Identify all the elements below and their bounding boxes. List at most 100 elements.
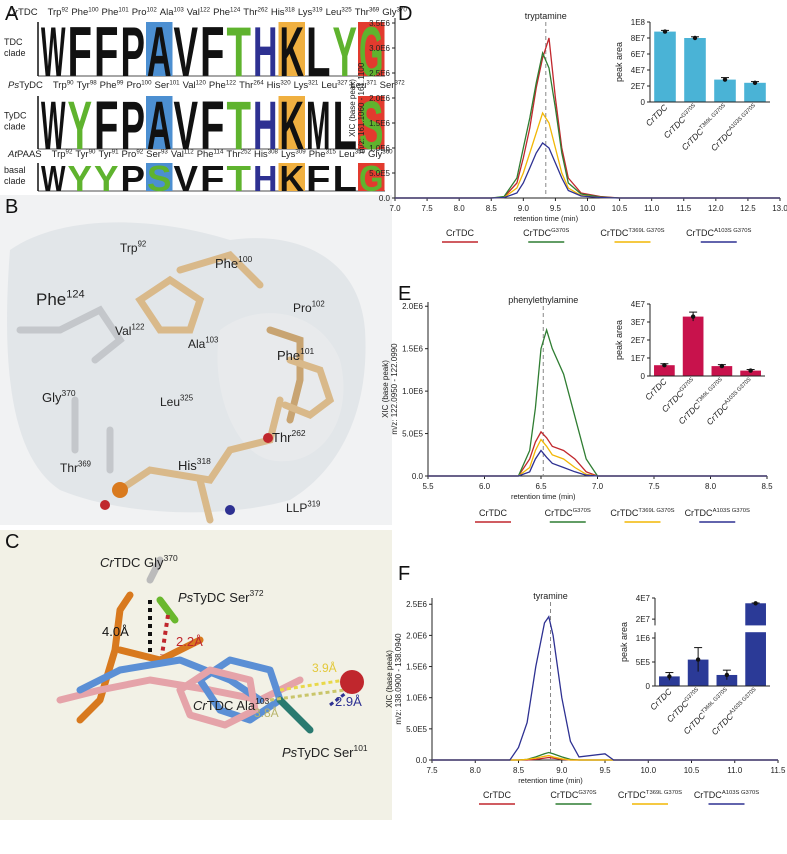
legend-label: CrTDC <box>479 508 507 518</box>
residue-label: Phe100 <box>215 254 253 271</box>
y-tick-label: 0 <box>641 372 646 381</box>
y-axis-title: peak area <box>619 622 629 662</box>
bar <box>687 659 709 686</box>
logo-letter: S <box>359 87 384 164</box>
bar <box>716 674 738 686</box>
panel-label: C <box>5 531 19 553</box>
residue: Thr <box>239 80 253 91</box>
logo-letter: V <box>174 158 199 199</box>
x-tick-label: 9.0 <box>556 766 568 775</box>
residue-label: Pro102 <box>293 300 325 315</box>
bar-mean-dot <box>719 363 725 369</box>
x-tick-label: 10.5 <box>612 204 628 213</box>
residue-label: Phe124 <box>36 288 85 309</box>
residue-label: Leu325 <box>160 394 194 409</box>
legend-label: CrTDCT369L G370S <box>610 508 674 518</box>
residue: Trp <box>53 80 67 91</box>
series-line <box>428 327 767 477</box>
superscript: 92 <box>138 240 147 249</box>
logo-letter: P <box>121 12 146 91</box>
structure-label: PsTyDC Ser101 <box>282 743 368 760</box>
x-tick-label: 6.0 <box>479 482 491 491</box>
logo-letter: W <box>41 12 66 91</box>
y-tick-label: 8E7 <box>631 34 646 43</box>
y-tick-label: 1.5E6 <box>369 119 390 128</box>
x-tick-label: 10.0 <box>640 766 656 775</box>
y-axis-title: m/z: 161.1060 - 161.1100 <box>357 62 366 153</box>
bar-mean-dot <box>753 601 758 606</box>
logo-letter: L <box>333 87 358 164</box>
logo-letter: P <box>121 87 146 164</box>
legend-name: CrTDC <box>446 228 474 238</box>
logo-letter: T <box>227 87 252 164</box>
residue-number: 114 <box>214 149 224 156</box>
x-tick-label: 8.5 <box>761 482 773 491</box>
y-tick-label: 5.0E5 <box>406 725 427 734</box>
logo-letter: T <box>227 158 252 199</box>
residue: Thr <box>226 149 240 160</box>
panel-label: E <box>398 283 411 305</box>
clade-label: clade <box>4 176 26 186</box>
residue-label: LLP319 <box>286 500 320 515</box>
logo-letter: V <box>174 87 199 164</box>
category: CrTDC <box>644 102 670 128</box>
residue-label: Phe101 <box>277 346 315 363</box>
bar <box>745 603 766 686</box>
structure-label: 2.9Å <box>335 694 362 709</box>
y-tick-label: 1E6 <box>636 634 651 643</box>
compound-title: tryptamine <box>525 11 567 21</box>
residue: Phe <box>71 7 88 18</box>
logo-letter: Y <box>333 12 358 91</box>
residue-number: 318 <box>285 7 296 14</box>
legend-variant: A103S G370S <box>713 508 750 514</box>
structure-label: 4.0Å <box>102 624 129 639</box>
label-part: 2.9Å <box>335 694 362 709</box>
bar-mean-dot <box>662 363 667 368</box>
legend-label: CrTDCG370S <box>550 790 596 800</box>
residue-number: 101 <box>118 7 129 14</box>
y-tick-label: 3E7 <box>631 318 646 327</box>
clade-label: clade <box>4 122 26 132</box>
residue-number: 100 <box>88 7 99 14</box>
category-variant: A103S G370S <box>728 102 757 131</box>
x-tick-label: 8.0 <box>454 204 466 213</box>
residue: Val <box>187 7 200 18</box>
superscript: 101 <box>300 346 314 356</box>
logo-highlight <box>358 163 385 191</box>
bar <box>740 370 761 376</box>
y-tick-label: 2E7 <box>636 615 651 624</box>
species: At <box>7 149 17 160</box>
logo-highlight <box>146 96 173 149</box>
residue-number: 98 <box>90 80 97 87</box>
residue: Gly <box>382 7 397 18</box>
logo-highlight <box>278 22 305 76</box>
residue: Phe <box>309 149 326 160</box>
residue-number: 122 <box>200 7 211 14</box>
label-part: His <box>178 458 197 473</box>
residue-number: 122 <box>226 80 237 87</box>
residue-number: 372 <box>394 80 405 87</box>
label-part: Ala <box>188 337 206 351</box>
residue: Leu <box>326 7 342 18</box>
logo-highlight <box>146 163 173 191</box>
legend-label: CrTDCA103S G370S <box>686 228 751 238</box>
x-tick-label: 12.0 <box>708 204 724 213</box>
residue: Val <box>183 80 196 91</box>
legend-variant: T369L G370S <box>628 228 664 234</box>
x-tick-label: 9.0 <box>518 204 530 213</box>
label-part: Pro <box>293 301 312 315</box>
logo-letter: F <box>306 158 331 199</box>
series-line <box>395 142 780 199</box>
logo-letter: K <box>280 158 305 199</box>
residue-label: Thr369 <box>60 460 91 475</box>
bar-mean-dot <box>748 368 753 373</box>
logo-letter: S <box>147 158 172 199</box>
bar-mean-dot <box>724 672 730 678</box>
structure-label: PsTyDC Ser372 <box>178 588 264 605</box>
residue: His <box>271 7 285 18</box>
residue: Lys <box>294 80 309 91</box>
y-tick-label: 0 <box>646 682 651 691</box>
category: CrTDC <box>648 686 674 712</box>
label-part: Ps <box>178 590 194 605</box>
residue-number: 359 <box>355 149 366 156</box>
